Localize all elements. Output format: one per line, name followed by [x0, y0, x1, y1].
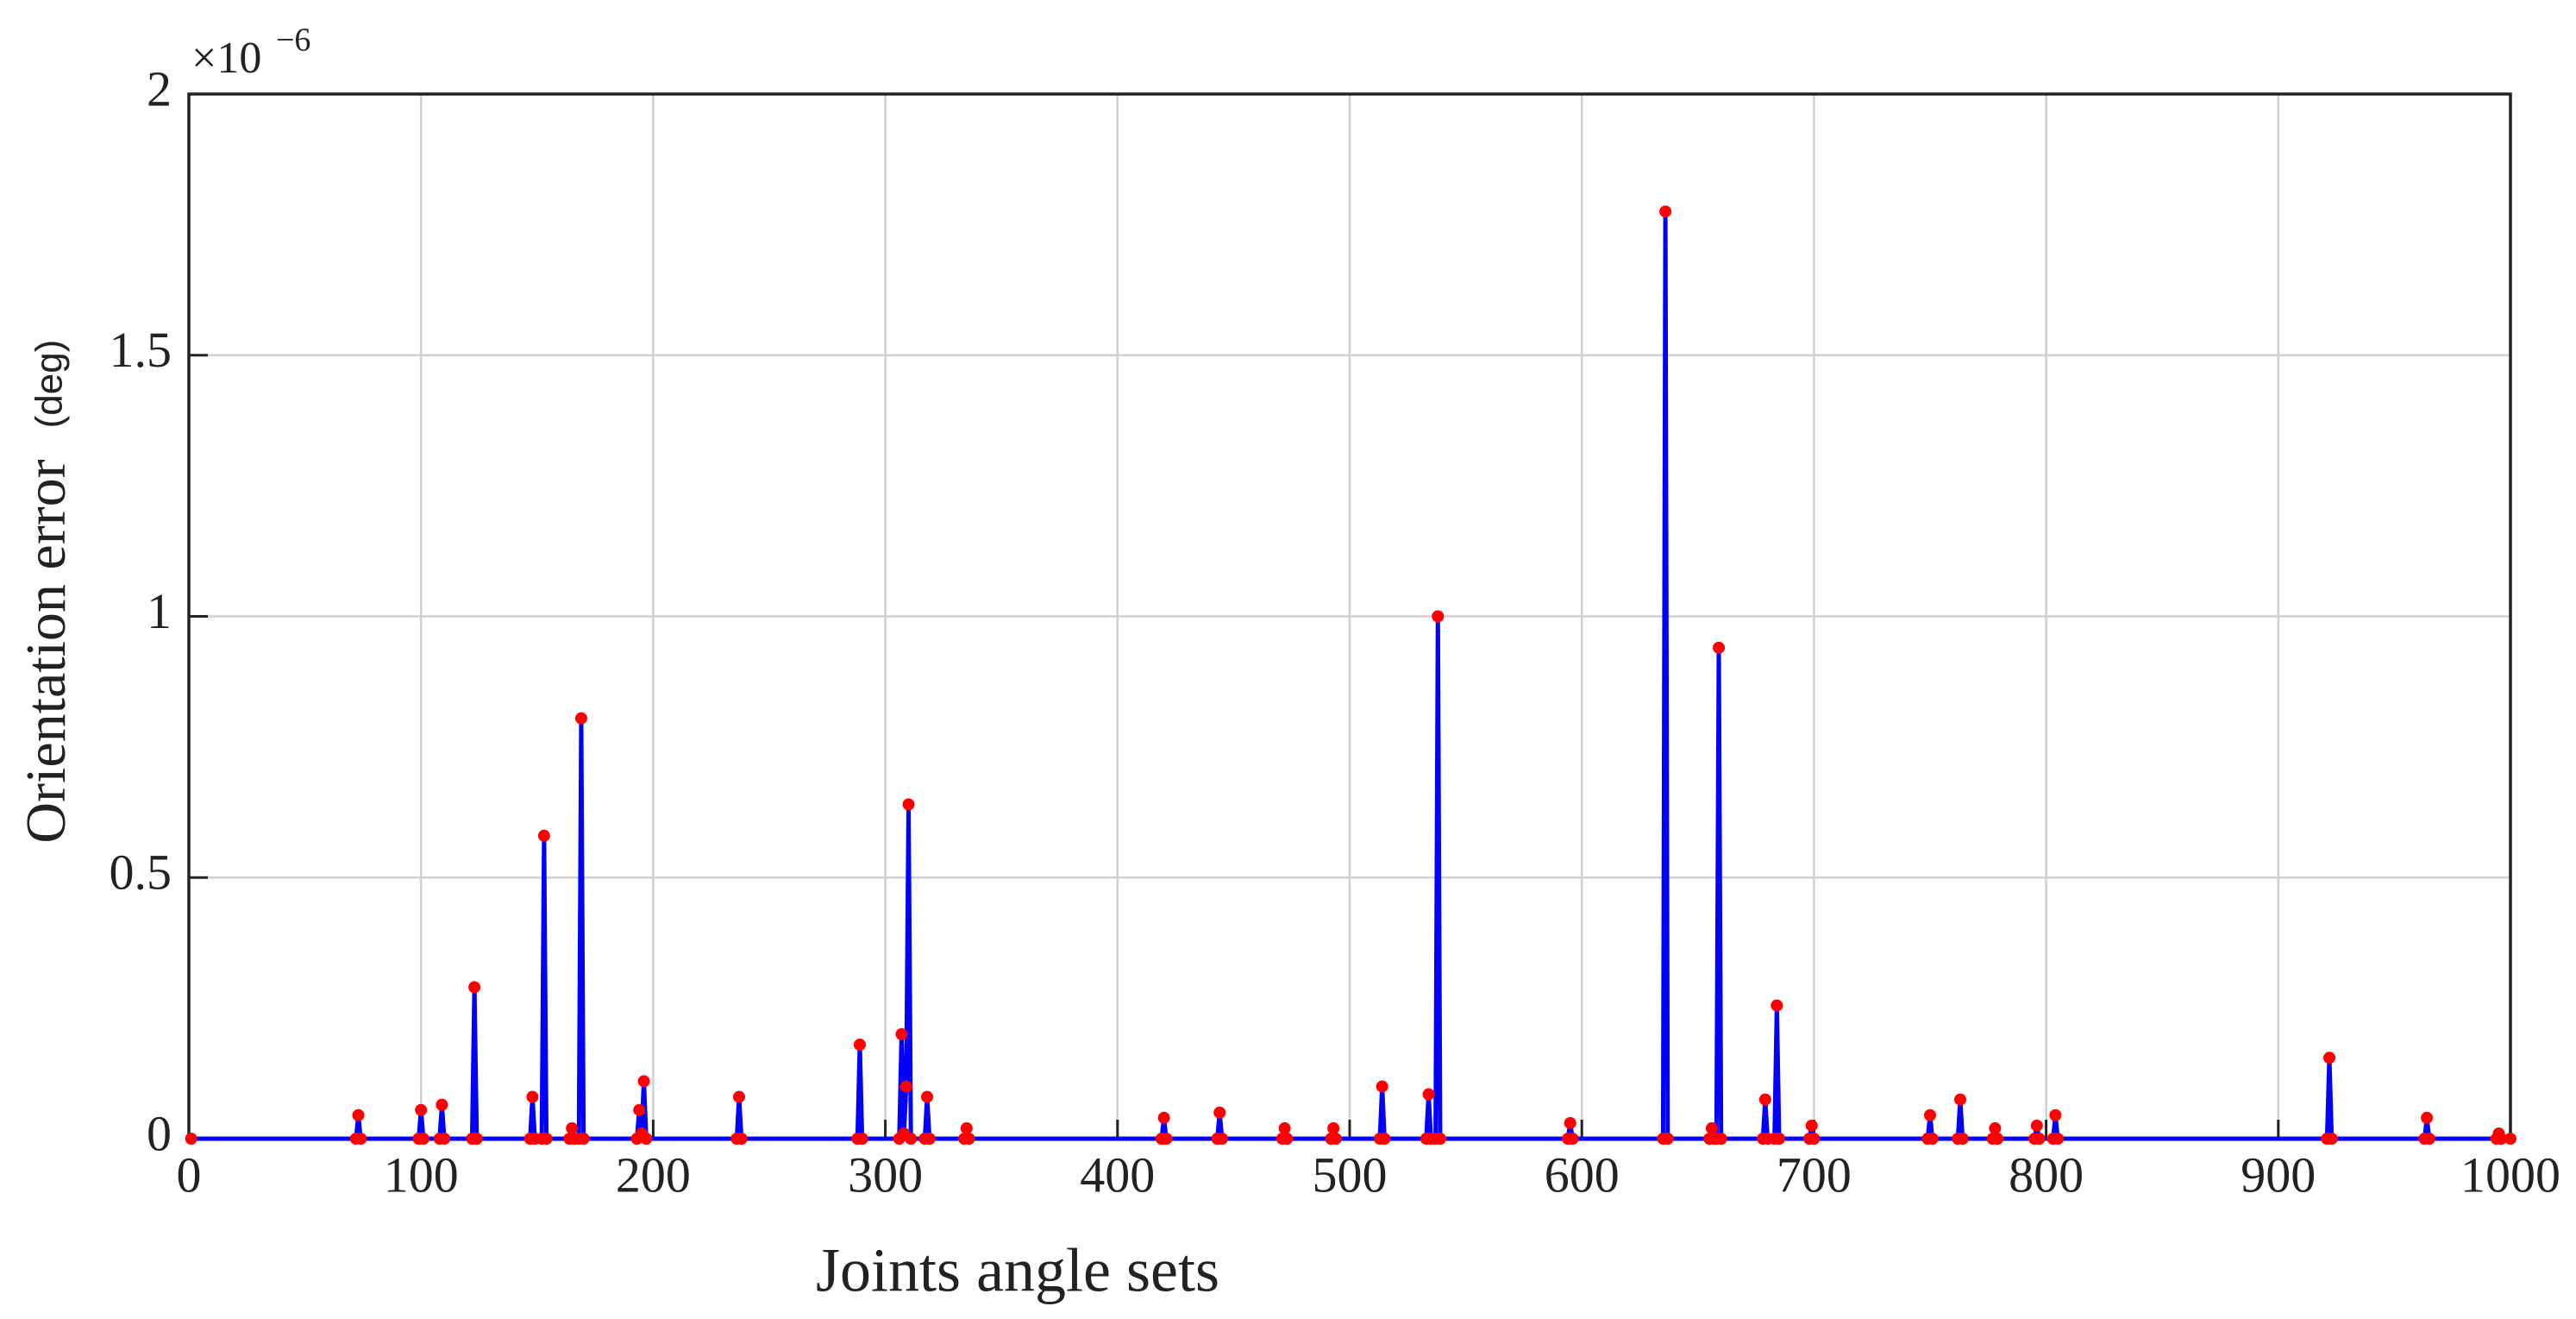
data-point [417, 1133, 429, 1145]
x-tick-label: 800 [2009, 1146, 2084, 1203]
data-point [735, 1133, 748, 1145]
data-point [1924, 1109, 1936, 1121]
data-point [1157, 1111, 1170, 1124]
y-tick-label: 0 [147, 1105, 172, 1161]
x-tick-label: 400 [1080, 1146, 1155, 1203]
y-axis-label-group: Orientation error (deg) [15, 340, 78, 844]
data-point [2052, 1133, 2065, 1145]
data-point [733, 1090, 746, 1103]
data-point [2495, 1133, 2508, 1145]
data-point [2323, 1052, 2336, 1065]
data-point [468, 981, 481, 994]
data-point [962, 1133, 975, 1145]
data-point [902, 798, 915, 811]
x-tick-label: 1000 [2460, 1146, 2560, 1203]
data-point [1989, 1121, 2002, 1134]
data-point [1956, 1133, 1969, 1145]
data-point [905, 1133, 918, 1145]
data-point [1991, 1133, 2004, 1145]
y-tick-label: 0.5 [110, 845, 172, 901]
data-point [1805, 1119, 1818, 1132]
data-point [1327, 1121, 1340, 1134]
y-multiplier-exponent: −6 [276, 22, 310, 59]
data-point [1926, 1133, 1939, 1145]
data-point [2030, 1119, 2043, 1132]
data-point [2049, 1109, 2062, 1121]
data-point [960, 1121, 973, 1134]
y-tick-label: 1.5 [110, 322, 172, 378]
data-point [895, 1027, 908, 1040]
data-point [1378, 1133, 1391, 1145]
data-point [1213, 1106, 1226, 1119]
data-point [640, 1133, 653, 1145]
x-tick-label: 700 [1777, 1146, 1852, 1203]
data-point [1215, 1133, 1228, 1145]
data-point [470, 1133, 483, 1145]
data-point [2422, 1133, 2435, 1145]
data-point [185, 1133, 197, 1145]
x-tick-label: 600 [1545, 1146, 1620, 1203]
x-axis-label: Joints angle sets [816, 1236, 1219, 1305]
data-point [923, 1133, 936, 1145]
x-tick-label: 100 [384, 1146, 459, 1203]
data-point [1771, 999, 1783, 1012]
data-point [633, 1103, 646, 1116]
data-point [1773, 1133, 1786, 1145]
data-point [1329, 1133, 1342, 1145]
data-point [1808, 1133, 1821, 1145]
data-point [899, 1080, 912, 1093]
data-point [1659, 205, 1672, 218]
data-point [1661, 1133, 1674, 1145]
y-tick-label: 2 [147, 60, 172, 116]
data-point [2033, 1133, 2046, 1145]
data-point [1566, 1133, 1579, 1145]
data-point [1281, 1133, 1294, 1145]
data-point [438, 1133, 451, 1145]
x-tick-label: 900 [2241, 1146, 2316, 1203]
data-point [352, 1109, 365, 1121]
y-tick-label: 1 [147, 583, 172, 639]
data-point [921, 1090, 934, 1103]
data-point [853, 1039, 866, 1052]
data-point [1953, 1093, 1966, 1106]
data-point [2325, 1133, 2338, 1145]
data-point [1432, 610, 1445, 623]
data-point [354, 1133, 367, 1145]
data-point [415, 1103, 428, 1116]
y-axis-label: Orientation error [15, 459, 78, 843]
data-point [1714, 1133, 1727, 1145]
data-point [1160, 1133, 1173, 1145]
data-point [1278, 1121, 1291, 1134]
data-point [1422, 1088, 1435, 1101]
y-axis-unit: (deg) [28, 340, 71, 429]
x-tick-label: 500 [1313, 1146, 1388, 1203]
data-point [1713, 641, 1726, 654]
x-tick-label: 300 [848, 1146, 923, 1203]
x-tick-label: 200 [616, 1146, 691, 1203]
data-point [856, 1133, 868, 1145]
data-point [2504, 1133, 2516, 1145]
data-point [436, 1098, 448, 1111]
data-point [1758, 1093, 1771, 1106]
x-tick-label: 0 [177, 1146, 202, 1203]
data-point [1376, 1080, 1388, 1093]
data-point [537, 829, 550, 842]
data-point [574, 712, 587, 725]
data-point [526, 1090, 539, 1103]
data-point [540, 1133, 553, 1145]
data-point [577, 1133, 590, 1145]
data-point [1705, 1121, 1718, 1134]
series-line [191, 209, 2510, 1141]
data-point [1564, 1116, 1576, 1129]
data-point [2421, 1111, 2434, 1124]
y-multiplier-base: ×10 [191, 34, 261, 83]
data-point [1433, 1133, 1446, 1145]
data-point [637, 1075, 650, 1088]
data-point [566, 1121, 579, 1134]
